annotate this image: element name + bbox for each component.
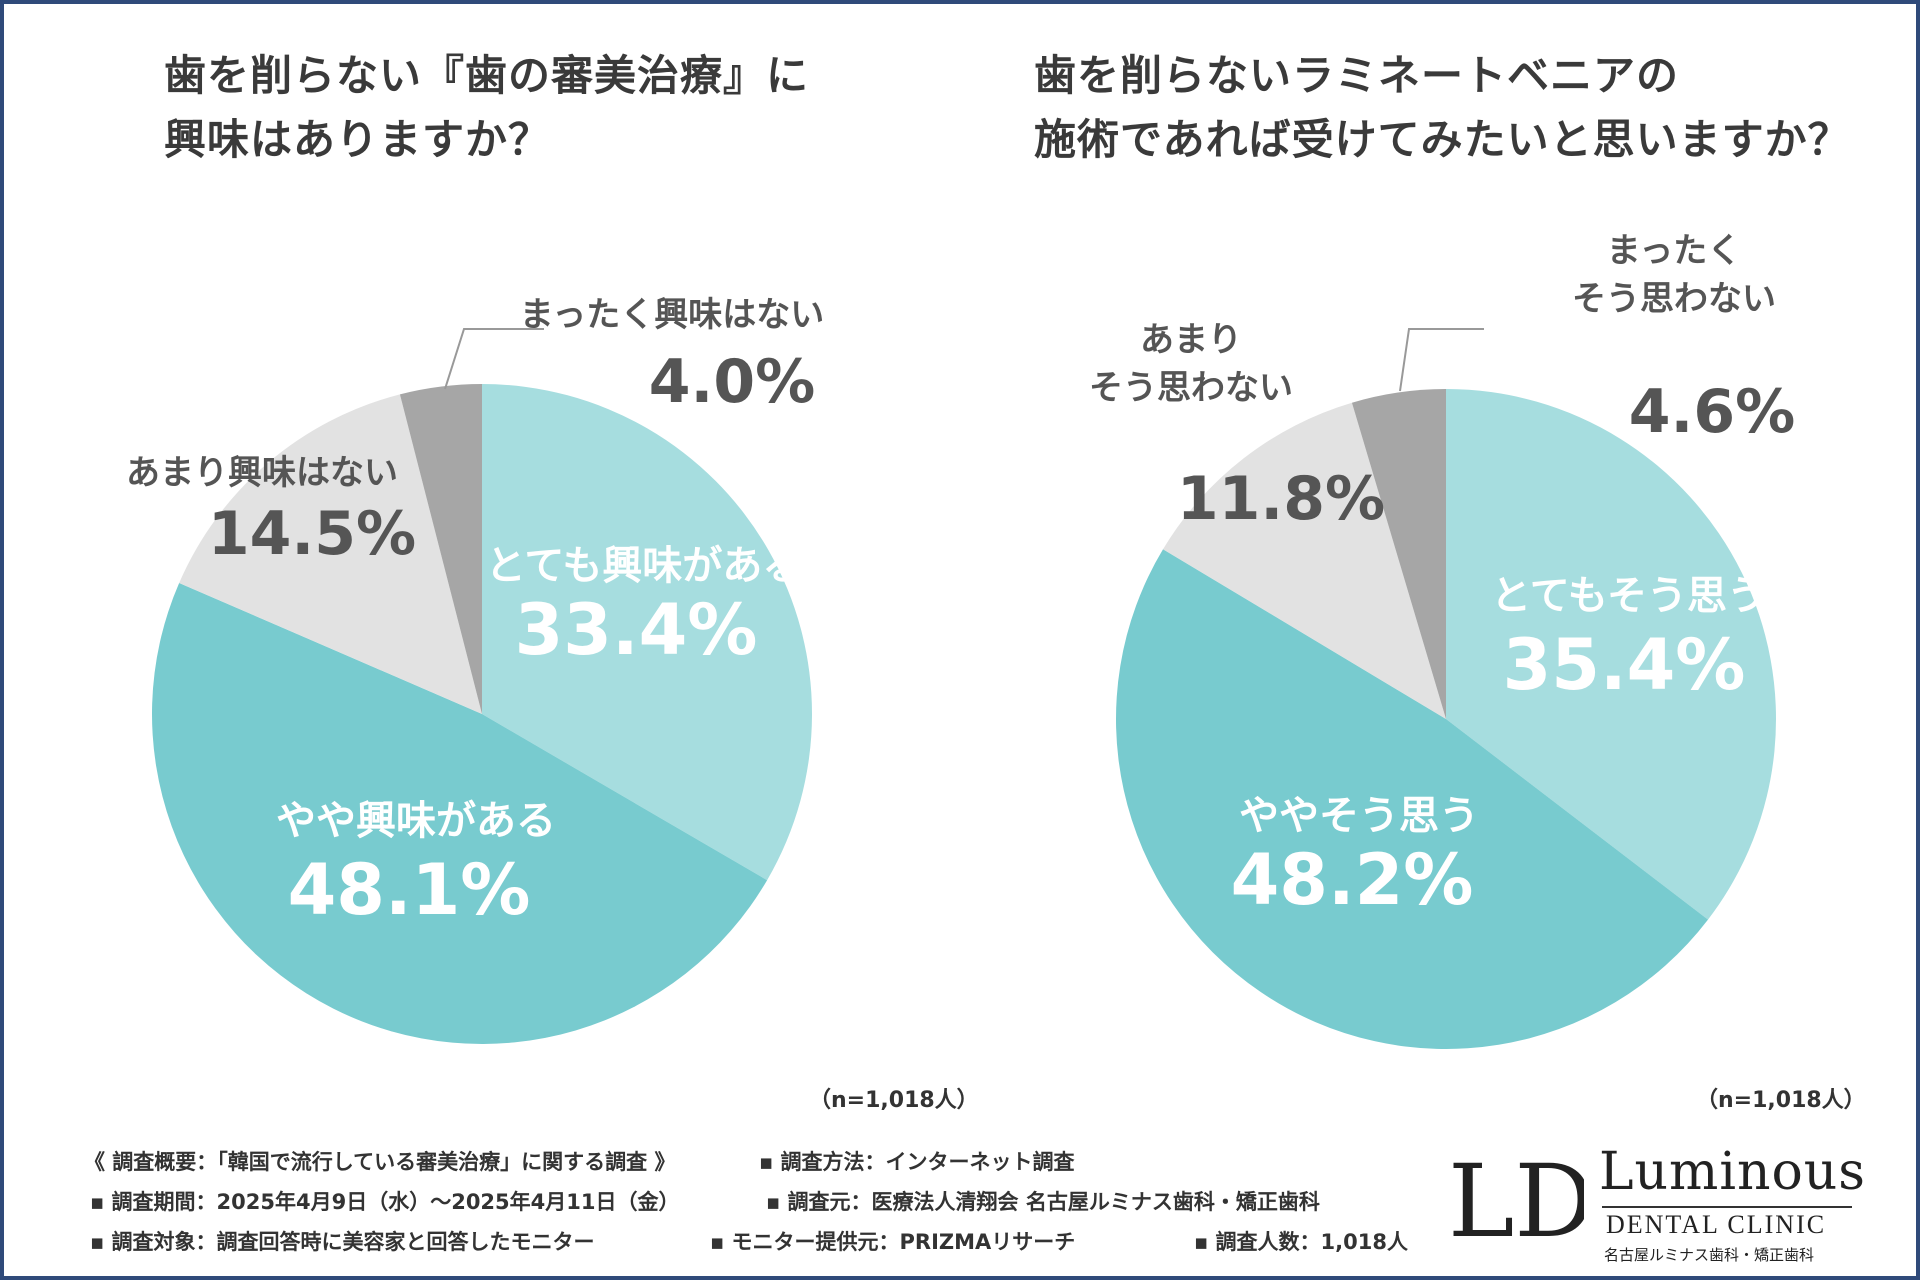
pie-1-label-2-line-1: そう思わない	[1089, 368, 1293, 408]
pie-1-value-3: 4.6%	[1629, 377, 1795, 447]
pie-0-slice-0	[482, 384, 812, 881]
pie-1-label-0-line-0: とてもそう思う	[1491, 573, 1767, 619]
pie-0-label-0-line-0: とても興味がある	[486, 543, 803, 589]
pie-0-slice-3	[399, 384, 482, 714]
pie-0-label-2-line-0: あまり興味はない	[126, 453, 398, 493]
survey-count: ▪ 調査人数：1,018人	[1194, 1230, 1408, 1254]
survey-period: ▪ 調査期間：2025年4月9日（水）～2025年4月11日（金）	[90, 1190, 680, 1214]
pie-1-value-0: 35.4%	[1503, 624, 1746, 706]
left-chart-title: 歯を削らない『歯の審美治療』に 興味はありますか？	[164, 44, 809, 172]
survey-title: 《 調査概要：「韓国で流行している審美治療」に関する調査 》	[84, 1150, 676, 1174]
ld-monogram: LD	[1448, 1146, 1584, 1256]
pie-1-value-1: 48.2%	[1231, 839, 1474, 921]
pie-0-slice-2	[179, 394, 482, 714]
left-title-line-1: 歯を削らない『歯の審美治療』に	[164, 51, 810, 100]
logo-japanese-name: 名古屋ルミナス歯科・矯正歯科	[1604, 1246, 1815, 1264]
right-title-line-1: 歯を削らないラミネートベニアの	[1034, 51, 1680, 100]
logo-divider	[1602, 1206, 1852, 1208]
clinic-logo: LD Luminous DENTAL CLINIC 名古屋ルミナス歯科・矯正歯科	[1444, 1142, 1866, 1264]
right-chart-title: 歯を削らないラミネートベニアの 施術であれば受けてみたいと思いますか？	[1034, 44, 1851, 172]
pie-0-slice-1	[152, 582, 768, 1044]
pie-0-value-3: 4.0%	[649, 347, 815, 417]
pie-1-slice-2	[1163, 402, 1446, 719]
survey-provider: ▪ モニター提供元：PRIZMAリサーチ	[710, 1230, 1076, 1254]
logo-mark: LD	[1448, 1146, 1584, 1256]
left-sample-size: （n=1,018人）	[809, 1088, 979, 1113]
pie-0-label-1-line-0: やや興味がある	[276, 798, 556, 844]
pie-1-slice-3	[1351, 389, 1446, 719]
pie-1-label-3-line-1: そう思わない	[1572, 279, 1776, 319]
pie-1-label-3-line-0: まったく	[1607, 231, 1742, 271]
infographic: 歯を削らない『歯の審美治療』に 興味はありますか？ 歯を削らないラミネートベニア…	[4, 4, 1916, 1276]
pie-0-label-3-line-0: まったく興味はない	[520, 295, 825, 335]
survey-target: ▪ 調査対象：調査回答時に美容家と回答したモニター	[90, 1230, 595, 1254]
right-sample-size: （n=1,018人）	[1696, 1088, 1866, 1113]
pie-0-value-2: 14.5%	[208, 499, 416, 569]
pie-1-value-2: 11.8%	[1177, 464, 1385, 534]
pie-1-leader-line	[1399, 328, 1484, 392]
logo-subtitle: DENTAL CLINIC	[1606, 1210, 1827, 1239]
logo-name: Luminous	[1599, 1142, 1866, 1202]
right-title-line-2: 施術であれば受けてみたいと思いますか？	[1034, 115, 1851, 164]
pie-1-slice-1	[1116, 549, 1709, 1049]
pie-0-value-0: 33.4%	[515, 589, 758, 671]
survey-source: ▪ 調査元：医療法人清翔会 名古屋ルミナス歯科・矯正歯科	[766, 1190, 1320, 1214]
left-title-line-2: 興味はありますか？	[164, 115, 552, 164]
survey-method: ▪ 調査方法：インターネット調査	[759, 1150, 1075, 1174]
pie-0-leader-line	[444, 328, 544, 390]
pie-1-label-1-line-0: ややそう思う	[1239, 793, 1479, 839]
pie-0-value-1: 48.1%	[288, 849, 531, 931]
pie-1-slice-0	[1446, 389, 1777, 920]
pie-1-label-2-line-0: あまり	[1140, 320, 1242, 360]
